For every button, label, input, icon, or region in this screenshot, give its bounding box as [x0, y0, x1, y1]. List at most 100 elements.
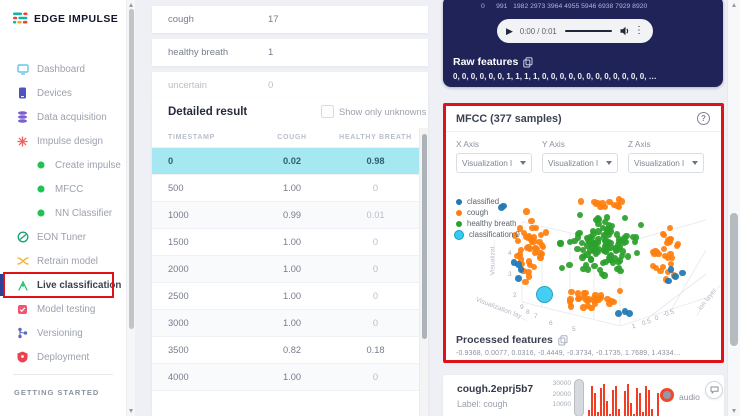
- cell-timestamp: 1000: [168, 210, 189, 220]
- summary-label: uncertain: [168, 80, 208, 91]
- sidebar-item-impulse-design[interactable]: Impulse design: [0, 129, 126, 153]
- sidebar-item-create-impulse[interactable]: Create impulse: [0, 153, 126, 177]
- sidebar-item-eon-tuner[interactable]: EON Tuner: [0, 225, 126, 249]
- cell-timestamp: 500: [168, 183, 184, 193]
- table-row-selected[interactable]: 0 0.02 0.98: [152, 148, 419, 175]
- scroll-down-arrow-icon[interactable]: [129, 409, 133, 413]
- sidebar-item-versioning[interactable]: Versioning: [0, 321, 126, 345]
- sidebar-divider: [13, 374, 113, 375]
- dashboard-icon: [16, 63, 29, 76]
- table-row[interactable]: 2000 1.00 0: [152, 256, 419, 283]
- table-row[interactable]: 3000 1.00 0: [152, 310, 419, 337]
- legend-item[interactable]: classified: [456, 196, 520, 207]
- z-axis-label: Z Axis: [628, 139, 651, 149]
- green-dot-icon: [34, 183, 47, 196]
- table-row[interactable]: 2500 1.00 0: [152, 283, 419, 310]
- cell-cough: 1.00: [282, 318, 302, 328]
- x-axis-select[interactable]: Visualization l: [456, 153, 532, 173]
- cell-healthy-breath: 0.18: [366, 345, 385, 355]
- cell-healthy-breath: 0: [372, 318, 379, 328]
- retrain-model-icon: [16, 255, 29, 268]
- y-axis-select[interactable]: Visualization l: [542, 153, 618, 173]
- detailed-result-title: Detailed result: [168, 106, 248, 118]
- audio-time: 0:00 / 0:01: [519, 26, 557, 36]
- mfcc-3d-scatter[interactable]: classified cough healthy breath classifi…: [450, 192, 723, 334]
- play-icon[interactable]: ▶: [506, 25, 513, 36]
- sidebar-item-devices[interactable]: Devices: [0, 81, 126, 105]
- divider: [446, 131, 721, 132]
- table-row[interactable]: 4000 1.00 0: [152, 364, 419, 391]
- legend-item[interactable]: healthy breath: [456, 218, 520, 229]
- sidebar-item-deployment[interactable]: Deployment: [0, 345, 126, 369]
- scroll-up-arrow-icon[interactable]: [129, 3, 133, 7]
- cell-cough: 1.00: [282, 372, 302, 382]
- green-dot-icon: [34, 207, 47, 220]
- scroll-down-arrow-icon[interactable]: [732, 409, 736, 413]
- chat-bubble-icon[interactable]: [705, 381, 723, 399]
- deployment-icon: [16, 351, 29, 364]
- sidebar-item-label: Retrain model: [37, 255, 98, 267]
- x-axis-label: X Axis: [456, 139, 480, 149]
- table-scrollbar[interactable]: [419, 128, 428, 416]
- waveform-range-handle[interactable]: [574, 379, 584, 416]
- volume-icon[interactable]: [620, 26, 629, 36]
- table-row[interactable]: 1500 1.00 0: [152, 229, 419, 256]
- sidebar-item-data-acquisition[interactable]: Data acquisition: [0, 105, 126, 129]
- edge-impulse-logo[interactable]: EDGE IMPULSE: [0, 0, 126, 25]
- table-scrollbar-thumb[interactable]: [421, 134, 427, 339]
- scatter-plot-area[interactable]: 4 3 2 9 8 7 6 5 1 0.5 0 -0.5 Visualizat……: [470, 194, 723, 334]
- sample-waveform-bars[interactable]: [588, 382, 660, 416]
- cell-healthy-breath: 0.01: [366, 210, 385, 220]
- sidebar-item-label: Impulse design: [37, 135, 103, 147]
- sidebar-scrollbar[interactable]: [126, 0, 135, 416]
- z-tick: 2: [513, 292, 517, 299]
- scroll-up-arrow-icon[interactable]: [732, 3, 736, 7]
- mfcc-title: MFCC (377 samples): [456, 113, 562, 125]
- page-scrollbar[interactable]: [727, 0, 740, 416]
- legend-item[interactable]: classification 0: [454, 229, 520, 240]
- table-row[interactable]: 1000 0.99 0.01: [152, 202, 419, 229]
- show-only-unknowns-checkbox[interactable]: [321, 105, 334, 118]
- audio-progress-track[interactable]: [564, 30, 612, 32]
- sidebar-item-dashboard[interactable]: Dashboard: [0, 57, 126, 81]
- sidebar-item-mfcc[interactable]: MFCC: [0, 177, 126, 201]
- sidebar-item-label: Versioning: [37, 327, 83, 339]
- sample-name[interactable]: cough.2eprj5b7: [457, 384, 534, 395]
- show-only-unknowns-label: Show only unknowns: [339, 107, 427, 117]
- col-healthy-breath: HEALTHY BREATH: [339, 134, 412, 141]
- table-row[interactable]: 3500 0.82 0.18: [152, 337, 419, 364]
- sidebar-item-live-classification[interactable]: Live classification: [0, 272, 126, 298]
- sidebar-item-label: Model testing: [37, 303, 96, 315]
- audio-player[interactable]: ▶ 0:00 / 0:01 ⋮: [497, 19, 653, 43]
- impulse-design-icon: [16, 135, 29, 148]
- table-row[interactable]: 500 1.00 0: [152, 175, 419, 202]
- copy-icon[interactable]: [558, 334, 568, 346]
- sidebar-item-label: EON Tuner: [37, 231, 87, 243]
- mfcc-panel: MFCC (377 samples) ? X Axis Visualizatio…: [443, 103, 724, 363]
- z-tick: 3: [508, 271, 512, 278]
- cell-timestamp: 3000: [168, 318, 189, 328]
- sidebar-scrollbar-thumb[interactable]: [128, 9, 134, 329]
- select-value: Visualization l: [634, 158, 684, 168]
- raw-audio-panel: 0 991 1982 2973 3964 4955 5946 6938 7929…: [443, 0, 723, 87]
- audio-legend-dot[interactable]: [660, 388, 674, 402]
- page-scrollbar-thumb[interactable]: [730, 213, 738, 346]
- audio-menu-icon[interactable]: ⋮: [634, 25, 644, 36]
- processed-features-label: Processed features: [456, 334, 553, 346]
- help-icon[interactable]: ?: [697, 112, 710, 125]
- summary-label: healthy breath: [168, 47, 229, 58]
- cell-cough: 0.02: [282, 156, 302, 166]
- sidebar-item-retrain-model[interactable]: Retrain model: [0, 249, 126, 273]
- z-axis-select[interactable]: Visualization l: [628, 153, 704, 173]
- sidebar-item-label: Deployment: [37, 351, 90, 363]
- summary-value: 0: [268, 80, 274, 91]
- summary-value: 17: [268, 14, 279, 25]
- copy-icon[interactable]: [523, 56, 533, 68]
- sidebar-item-nn-classifier[interactable]: NN Classifier: [0, 201, 126, 225]
- col-timestamp: TIMESTAMP: [168, 134, 216, 141]
- sidebar-item-label: Live classification: [37, 279, 122, 291]
- sidebar-item-model-testing[interactable]: Model testing: [0, 297, 126, 321]
- col-cough: COUGH: [277, 134, 307, 141]
- legend-item[interactable]: cough: [456, 207, 520, 218]
- z-tick: 4: [508, 250, 512, 257]
